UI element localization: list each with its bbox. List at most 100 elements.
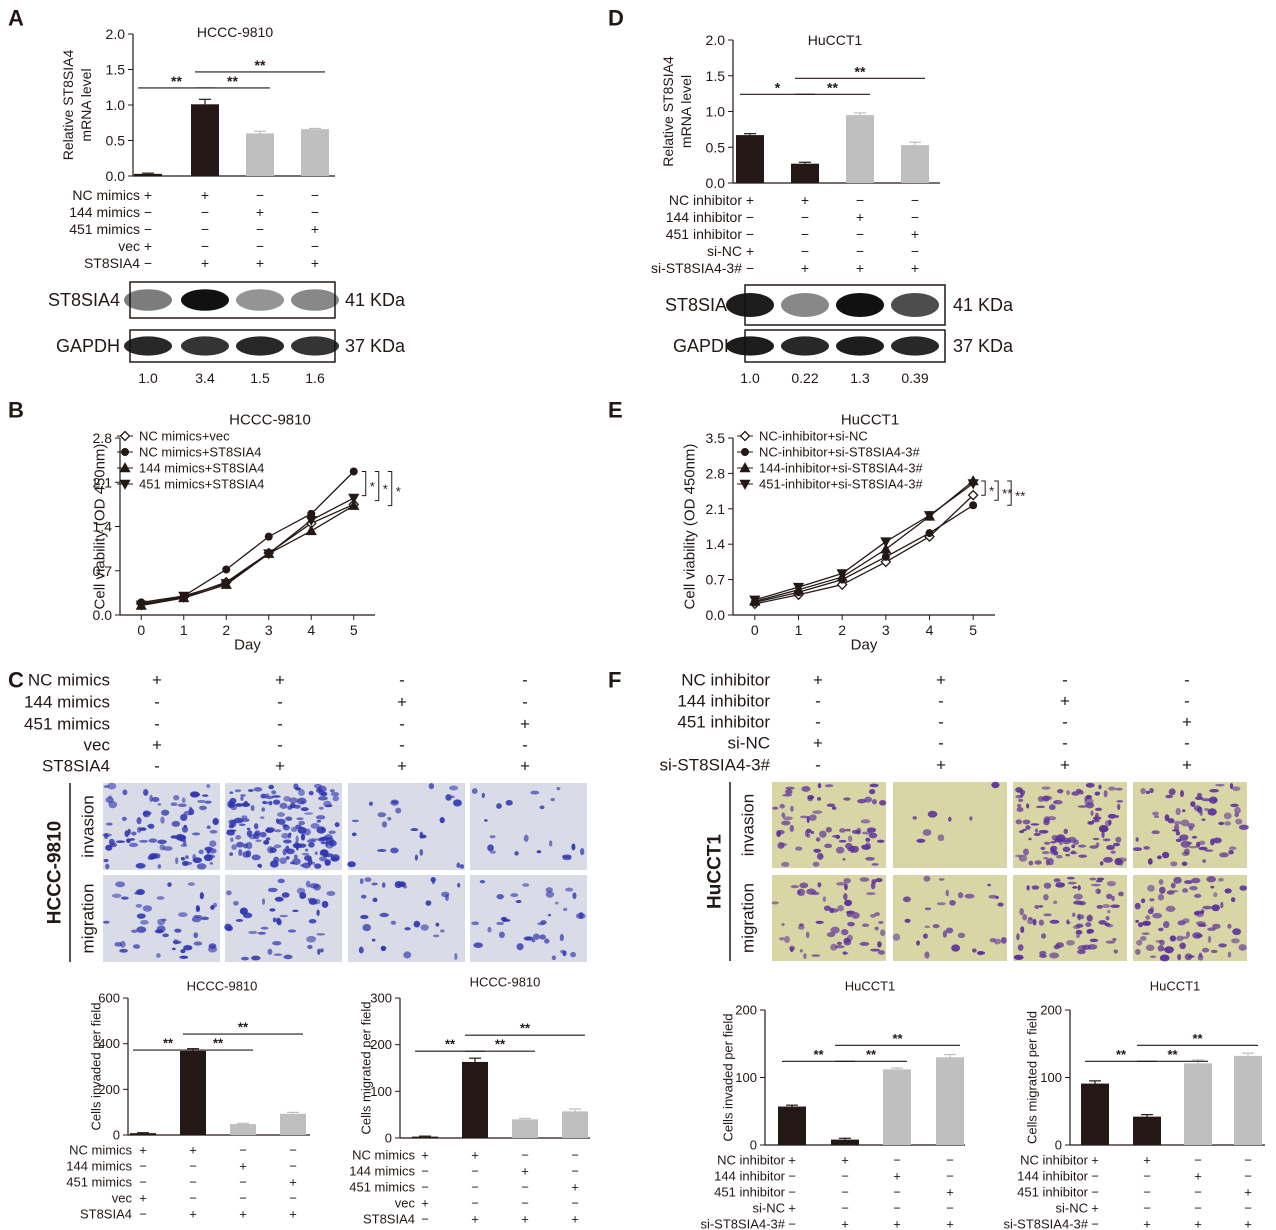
stained-cell <box>204 800 212 804</box>
stained-cell <box>317 948 321 955</box>
bar <box>230 1124 256 1135</box>
stained-cell <box>236 841 244 848</box>
stained-cell <box>496 921 505 926</box>
stained-cell <box>1089 845 1099 849</box>
stained-cell <box>316 909 320 917</box>
stained-cell <box>1117 803 1121 811</box>
stained-cell <box>1018 854 1028 862</box>
stained-cell <box>993 938 1002 945</box>
stained-cell <box>294 787 301 791</box>
stained-cell <box>253 787 263 792</box>
chart-title: HuCCT1 <box>808 32 863 48</box>
blot-band <box>726 336 774 356</box>
legend-marker <box>739 462 751 473</box>
blot-band <box>836 336 884 356</box>
cell-line-label: HuCCT1 <box>705 834 726 909</box>
stained-cell <box>296 887 306 895</box>
micrograph <box>225 783 342 870</box>
stained-cell <box>315 815 326 820</box>
cell-line-label: HCCC-9810 <box>45 821 66 924</box>
stained-cell <box>170 835 180 839</box>
stained-cell <box>181 797 186 803</box>
stained-cell <box>1111 895 1115 902</box>
stained-cell <box>797 925 805 930</box>
stained-cell <box>1167 818 1175 824</box>
stained-cell <box>785 789 793 795</box>
stained-cell <box>1103 856 1113 863</box>
condition-mark: − <box>801 243 809 259</box>
significance-label: ** <box>1015 489 1025 504</box>
stained-cell <box>288 832 292 836</box>
error-bar <box>1089 1080 1101 1084</box>
stained-cell <box>830 908 839 913</box>
stained-cell <box>1034 904 1040 909</box>
stained-cell <box>230 820 237 828</box>
stained-cell <box>844 899 853 907</box>
condition-mark: + <box>788 1153 796 1168</box>
stained-cell <box>273 829 282 833</box>
stained-cell <box>183 945 193 951</box>
stained-cell <box>843 878 851 884</box>
stained-cell <box>809 814 817 821</box>
stained-cell <box>562 907 568 912</box>
micrograph <box>1013 782 1127 868</box>
stained-cell <box>1198 840 1206 846</box>
stained-cell <box>308 919 317 924</box>
stained-cell <box>1209 838 1215 846</box>
error-bar <box>519 1117 531 1120</box>
stained-cell <box>325 853 334 858</box>
marker <box>348 499 360 510</box>
stained-cell <box>1072 886 1078 889</box>
stained-cell <box>1094 791 1101 796</box>
condition-mark: − <box>946 1169 954 1184</box>
error-bar <box>309 127 321 130</box>
stained-cell <box>351 832 357 837</box>
stained-cell <box>296 797 307 805</box>
stained-cell <box>1106 893 1113 900</box>
stained-cell <box>207 946 218 953</box>
bar <box>134 173 162 176</box>
condition-mark: + <box>813 671 823 690</box>
stained-cell <box>316 819 322 823</box>
stained-cell <box>360 894 367 899</box>
stained-cell <box>556 787 561 791</box>
row-label: invasion <box>739 794 758 856</box>
condition-mark: + <box>1091 1153 1099 1168</box>
stained-cell <box>1037 795 1044 803</box>
stained-cell <box>1218 877 1224 882</box>
stained-cell <box>241 818 250 823</box>
stained-cell <box>579 848 585 856</box>
stained-cell <box>180 843 188 847</box>
stained-cell <box>846 934 853 942</box>
stained-cell <box>848 835 853 843</box>
condition-mark: − <box>1143 1185 1151 1200</box>
condition-name: 144 mimics <box>349 1164 415 1179</box>
condition-mark: − <box>1194 1153 1202 1168</box>
micrograph-bg <box>348 875 465 962</box>
condition-mark: + <box>520 715 530 734</box>
stained-cell <box>836 882 846 886</box>
condition-mark: - <box>1184 734 1190 753</box>
stained-cell <box>824 784 834 788</box>
stained-cell <box>131 929 138 933</box>
stained-cell <box>964 893 975 899</box>
condition-mark: + <box>201 255 209 271</box>
stained-cell <box>394 880 402 889</box>
stained-cell <box>832 834 841 838</box>
stained-cell <box>1164 814 1170 822</box>
condition-mark: − <box>893 1185 901 1200</box>
chart-title: HCCC-9810 <box>229 412 311 429</box>
condition-mark: − <box>421 1212 429 1227</box>
stained-cell <box>320 791 328 797</box>
stained-cell <box>262 898 266 905</box>
stained-cell <box>904 918 911 923</box>
stained-cell <box>1224 821 1232 826</box>
stained-cell <box>1107 910 1111 914</box>
bar <box>1184 1063 1212 1145</box>
stained-cell <box>245 841 253 850</box>
condition-name: NC mimics <box>28 671 110 690</box>
stained-cell <box>776 829 785 835</box>
stained-cell <box>1165 794 1173 799</box>
stained-cell <box>949 899 956 906</box>
error-bar <box>237 1122 249 1125</box>
